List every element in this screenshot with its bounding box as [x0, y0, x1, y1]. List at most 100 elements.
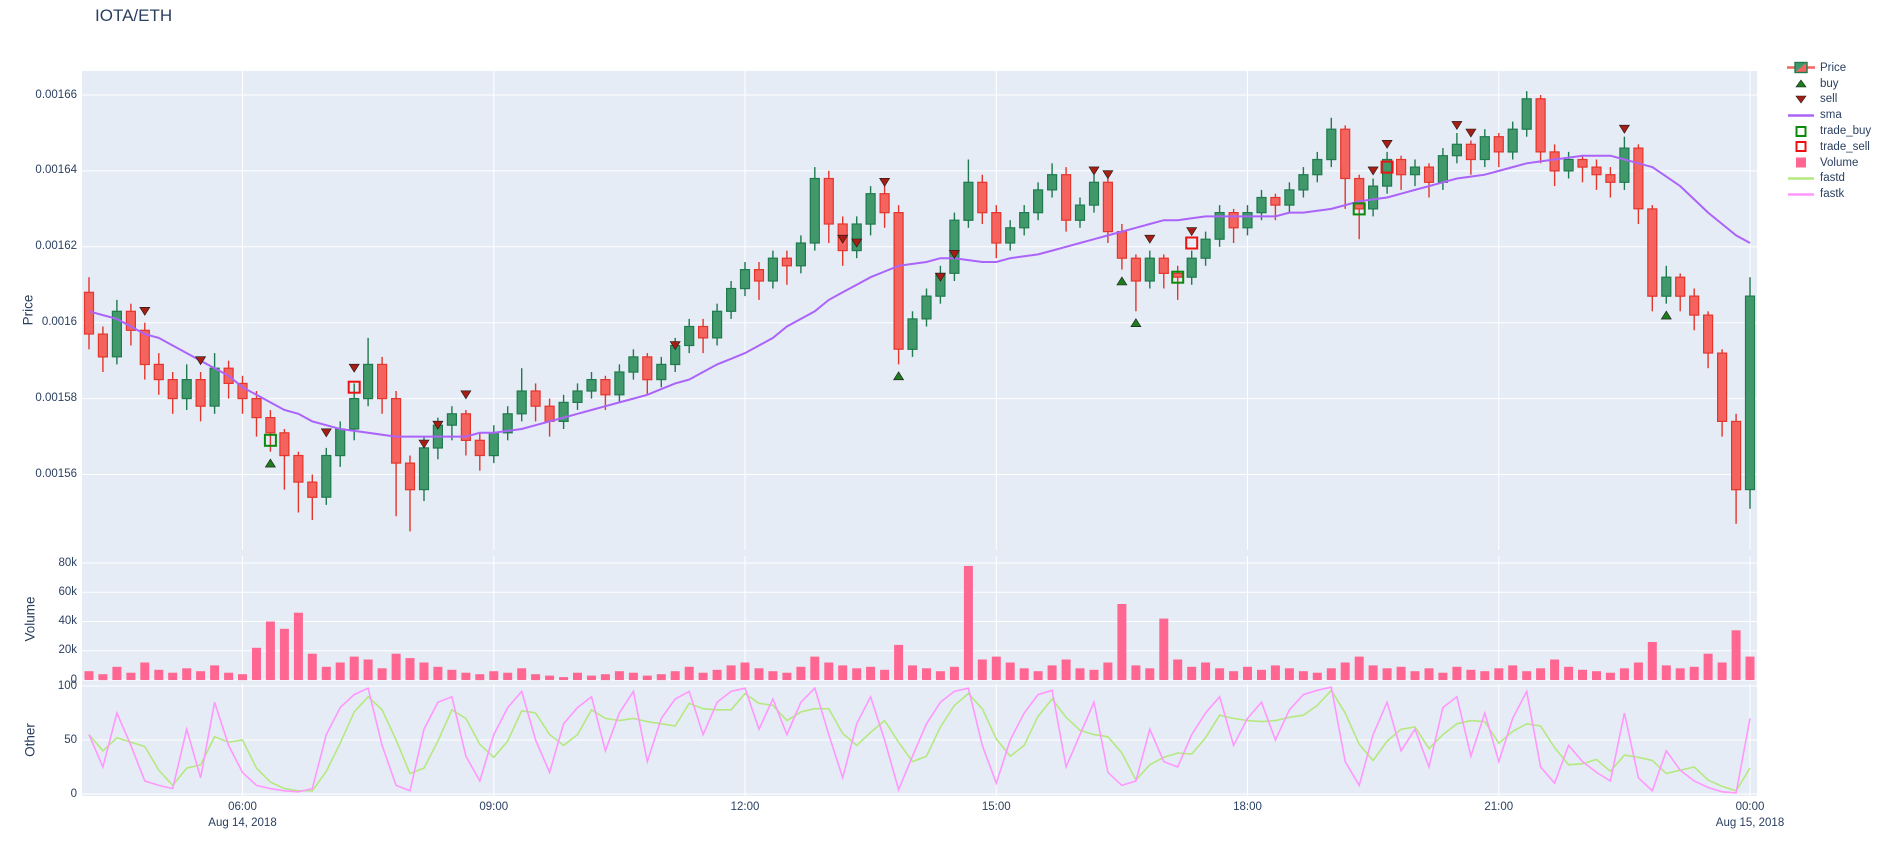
candle[interactable]	[656, 356, 667, 388]
volume-bar[interactable]	[349, 656, 359, 680]
candle[interactable]	[1200, 231, 1211, 266]
volume-bar[interactable]	[852, 668, 862, 680]
volume-bar[interactable]	[1396, 666, 1406, 680]
volume-bar[interactable]	[1564, 666, 1574, 680]
fastd-line[interactable]	[88, 688, 1751, 792]
candle[interactable]	[1060, 167, 1072, 232]
volume-bar[interactable]	[1201, 662, 1211, 681]
volume-bar[interactable]	[1647, 642, 1657, 680]
volume-bar[interactable]	[112, 666, 122, 680]
sell-marker[interactable]	[1144, 234, 1156, 244]
candle[interactable]	[614, 364, 625, 403]
candle[interactable]	[1144, 250, 1155, 289]
volume-bar[interactable]	[1284, 668, 1294, 680]
candle[interactable]	[1633, 144, 1644, 224]
legend-item-trade-buy[interactable]: trade_buy	[1786, 123, 1871, 139]
volume-bar[interactable]	[1522, 671, 1532, 680]
sell-marker[interactable]	[934, 272, 946, 282]
candle[interactable]	[795, 235, 807, 274]
volume-bar[interactable]	[377, 668, 387, 680]
volume-bar[interactable]	[489, 671, 499, 680]
candle[interactable]	[181, 364, 192, 410]
volume-bar[interactable]	[1368, 665, 1378, 680]
volume-bar[interactable]	[196, 671, 206, 680]
volume-bar[interactable]	[405, 658, 415, 680]
volume-bar[interactable]	[1466, 669, 1476, 680]
candle[interactable]	[237, 375, 248, 414]
candle[interactable]	[684, 318, 695, 354]
volume-bar[interactable]	[363, 659, 373, 681]
candle[interactable]	[767, 250, 779, 289]
trade-buy-marker[interactable]	[1171, 270, 1185, 284]
candle[interactable]	[1005, 220, 1016, 251]
volume-bar[interactable]	[614, 671, 624, 680]
volume-bar[interactable]	[810, 656, 820, 680]
candle[interactable]	[111, 299, 123, 365]
sell-marker[interactable]	[195, 356, 207, 366]
volume-bar[interactable]	[963, 565, 973, 680]
volume-bar[interactable]	[154, 669, 164, 680]
candle[interactable]	[307, 474, 318, 521]
volume-bar[interactable]	[1117, 604, 1127, 680]
legend-item-trade-sell[interactable]: trade_sell	[1786, 139, 1871, 155]
candle[interactable]	[1354, 174, 1365, 240]
volume-bar[interactable]	[1089, 669, 1099, 680]
sell-marker[interactable]	[432, 420, 444, 430]
candle[interactable]	[921, 288, 932, 327]
candle[interactable]	[586, 372, 597, 399]
volume-bar[interactable]	[740, 662, 750, 681]
legend-item-volume[interactable]: Volume	[1786, 155, 1871, 171]
volume-bar[interactable]	[1187, 666, 1197, 680]
candle[interactable]	[697, 318, 709, 354]
candle[interactable]	[1619, 136, 1630, 190]
volume-bar[interactable]	[1103, 662, 1113, 681]
volume-bar[interactable]	[252, 647, 261, 680]
volume-bar[interactable]	[656, 674, 666, 681]
buy-marker[interactable]	[1130, 318, 1142, 328]
candle[interactable]	[1744, 277, 1756, 509]
candle[interactable]	[167, 372, 178, 414]
sell-marker[interactable]	[948, 250, 960, 259]
sell-marker[interactable]	[460, 390, 472, 400]
sell-marker[interactable]	[418, 439, 430, 449]
volume-bar[interactable]	[824, 662, 834, 681]
volume-bar[interactable]	[1424, 668, 1434, 680]
candle[interactable]	[558, 394, 569, 429]
candle[interactable]	[739, 262, 751, 297]
volume-bar[interactable]	[600, 674, 610, 681]
volume-bar[interactable]	[726, 665, 736, 680]
candle[interactable]	[1395, 155, 1407, 190]
candle[interactable]	[1549, 144, 1560, 187]
volume-bar[interactable]	[210, 665, 220, 680]
sell-marker[interactable]	[1381, 140, 1393, 149]
candle[interactable]	[446, 406, 457, 441]
volume-bar[interactable]	[503, 672, 513, 680]
volume-bar[interactable]	[1578, 669, 1587, 680]
volume-bar[interactable]	[419, 662, 429, 681]
volume-bar[interactable]	[991, 656, 1001, 680]
candle[interactable]	[600, 375, 611, 410]
candle[interactable]	[1032, 182, 1044, 221]
sell-marker[interactable]	[320, 428, 332, 438]
candle[interactable]	[1675, 273, 1686, 312]
volume-bar[interactable]	[1033, 671, 1043, 680]
volume-bar[interactable]	[1592, 671, 1601, 680]
volume-bar[interactable]	[1257, 669, 1266, 680]
candle[interactable]	[1507, 121, 1518, 160]
volume-bar[interactable]	[1745, 656, 1755, 680]
volume-bar[interactable]	[98, 674, 108, 681]
volume-bar[interactable]	[475, 674, 485, 681]
volume-bar[interactable]	[977, 659, 987, 681]
trade-sell-marker[interactable]	[1185, 236, 1199, 250]
candle[interactable]	[1605, 167, 1616, 198]
volume-bar[interactable]	[1717, 662, 1727, 681]
candle[interactable]	[1451, 133, 1463, 164]
sell-marker[interactable]	[1186, 227, 1198, 237]
volume-bar[interactable]	[335, 662, 345, 681]
legend-item-price[interactable]: Price	[1786, 60, 1871, 76]
legend-item-fastk[interactable]: fastk	[1786, 186, 1871, 202]
volume-bar[interactable]	[1215, 668, 1225, 680]
volume-bar[interactable]	[587, 675, 596, 680]
candle[interactable]	[1521, 91, 1532, 137]
